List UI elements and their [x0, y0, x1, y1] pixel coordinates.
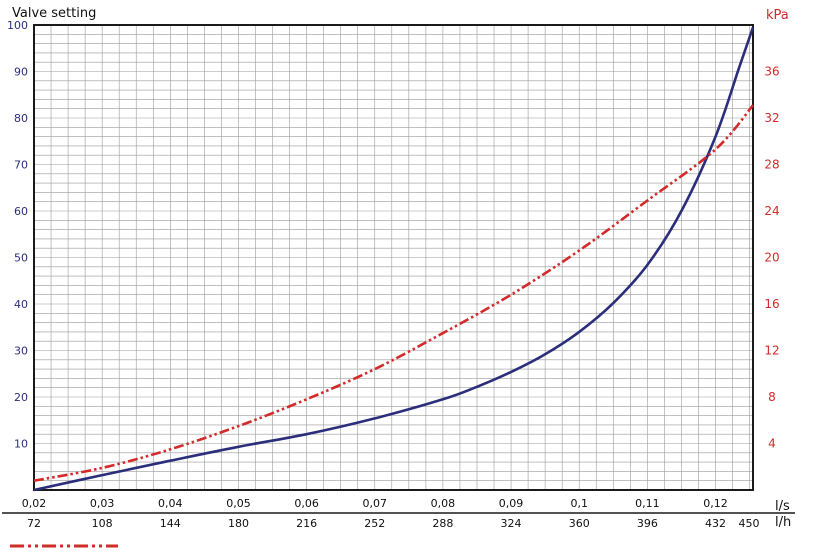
y-right-tick-label: 32 [764, 111, 779, 125]
y-right-tick-label: 28 [764, 158, 779, 172]
x-lh-tick-label: 108 [92, 517, 113, 530]
x-ls-tick-label: 0,04 [158, 497, 183, 510]
y-left-tick-label: 50 [14, 252, 28, 265]
x-axis-title-ls: l/s [775, 499, 790, 514]
y-left-tick-label: 40 [14, 298, 28, 311]
y-right-tick-label: 8 [768, 390, 776, 404]
y-left-axis-title: Valve setting [12, 6, 96, 21]
x-lh-tick-label: 144 [160, 517, 181, 530]
y-left-tick-label: 20 [14, 391, 28, 404]
x-lh-tick-label: 396 [637, 517, 658, 530]
x-ls-tick-label: 0,12 [703, 497, 728, 510]
y-right-tick-label: 36 [764, 65, 779, 79]
x-ls-tick-label: 0,09 [499, 497, 524, 510]
y-left-tick-label: 70 [14, 159, 28, 172]
x-lh-tick-labels: 72 108 144 180 216 252 288 324 360 396 432 450 [27, 517, 760, 530]
y-right-tick-labels: 4 8 12 16 20 24 28 32 36 [764, 65, 779, 451]
x-lh-tick-label: 288 [432, 517, 453, 530]
x-ls-tick-labels: 0,02 0,03 0,04 0,05 0,06 0,07 0,08 0,09 0,1 0,11 0… [22, 497, 728, 510]
x-ls-tick-label: 0,03 [90, 497, 115, 510]
x-ls-tick-label: 0,08 [431, 497, 456, 510]
x-lh-tick-label: 432 [705, 517, 726, 530]
x-lh-tick-label: 252 [364, 517, 385, 530]
y-left-tick-label: 30 [14, 345, 28, 358]
grid-lines [33, 24, 753, 491]
y-right-tick-label: 20 [764, 251, 779, 265]
series-layer [33, 26, 755, 492]
x-lh-tick-label: 180 [228, 517, 249, 530]
x-lh-tick-label: 216 [296, 517, 317, 530]
x-lh-tick-label: 72 [27, 517, 41, 530]
x-ls-tick-label: 0,02 [22, 497, 47, 510]
x-ls-tick-label: 0,06 [294, 497, 319, 510]
y-left-tick-label: 60 [14, 205, 28, 218]
x-ls-tick-label: 0,1 [570, 497, 588, 510]
y-right-tick-label: 12 [764, 344, 779, 358]
y-left-tick-labels: 10 20 30 40 50 60 70 80 90 100 [7, 19, 28, 451]
y-right-tick-label: 16 [764, 297, 779, 311]
y-right-axis-title: kPa [766, 8, 789, 23]
x-lh-tick-label: 324 [501, 517, 522, 530]
x-ls-tick-label: 0,11 [635, 497, 660, 510]
series-valve-setting-line [33, 26, 755, 492]
y-left-tick-label: 100 [7, 19, 28, 32]
y-left-tick-label: 90 [14, 66, 28, 79]
x-ls-tick-label: 0,05 [226, 497, 251, 510]
series-pressure-kpa-line [33, 104, 755, 482]
x-ls-tick-label: 0,07 [363, 497, 388, 510]
y-left-tick-label: 10 [14, 438, 28, 451]
y-left-tick-label: 80 [14, 112, 28, 125]
x-lh-tick-label: 450 [739, 517, 760, 530]
x-axis-title-lh: l/h [775, 515, 791, 530]
y-right-tick-label: 4 [768, 437, 776, 451]
x-lh-tick-label: 360 [569, 517, 590, 530]
y-right-tick-label: 24 [764, 204, 779, 218]
